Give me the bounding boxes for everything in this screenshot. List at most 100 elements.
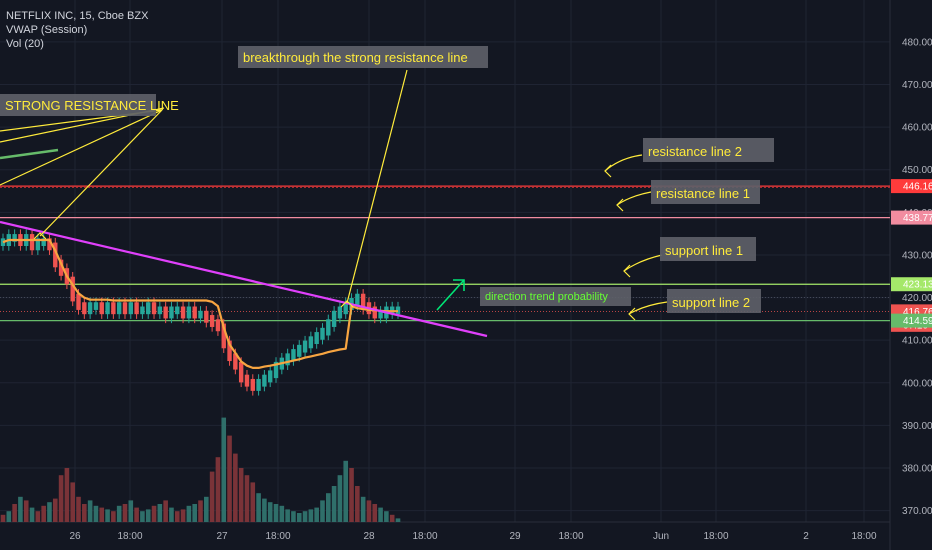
volume-bar <box>366 500 372 522</box>
volume-bar <box>384 511 389 522</box>
candle-body <box>302 340 308 353</box>
y-tick-label: 470.00 <box>902 80 932 91</box>
label-direction-trend-box <box>480 287 631 306</box>
candle-body <box>262 374 267 387</box>
volume-bar <box>267 502 273 522</box>
annotation-arrowhead <box>33 232 47 240</box>
volume-bar <box>308 509 314 522</box>
arrow-support-2-head <box>628 307 636 321</box>
label-support-1: support line 1 <box>665 243 743 258</box>
volume-bar <box>18 496 23 522</box>
volume-bar <box>215 457 221 522</box>
descending-trendline <box>0 220 488 338</box>
candle-body <box>320 327 325 340</box>
x-tick-label: 18:00 <box>703 531 728 542</box>
volume-bar <box>355 486 360 522</box>
volume-bar <box>325 493 331 522</box>
candle-body <box>163 306 168 319</box>
volume-bar <box>99 507 105 522</box>
candle-body <box>221 323 226 349</box>
candle-body <box>326 319 331 336</box>
volume-bar <box>372 504 378 522</box>
y-tick-label: 380.00 <box>902 464 932 475</box>
x-tick-label: 18:00 <box>851 531 876 542</box>
volume-bar <box>302 511 308 522</box>
volume-bar <box>395 518 401 522</box>
volume-bar <box>238 468 244 522</box>
x-tick-label: 18:00 <box>558 531 583 542</box>
volume-bar <box>337 475 343 522</box>
candle-body <box>175 306 180 315</box>
candle-body <box>99 302 104 315</box>
volume-bar <box>35 511 41 522</box>
candle-body <box>29 234 35 251</box>
label-strong-resistance-box <box>0 94 156 116</box>
candle-body <box>250 378 255 391</box>
volume-bar <box>76 496 81 522</box>
candle-body <box>134 302 139 315</box>
volume-bar <box>314 507 319 522</box>
volume-bar <box>285 509 290 522</box>
candle-body <box>140 306 145 315</box>
label-resistance-1: resistance line 1 <box>656 186 750 201</box>
candle-body <box>93 302 99 310</box>
volume-bar <box>134 507 139 522</box>
y-tick-label: 480.00 <box>902 37 932 48</box>
candle-body <box>82 302 87 315</box>
volume-bar <box>163 500 168 522</box>
symbol-line[interactable]: NETFLIX INC, 15, Cboe BZX <box>6 10 149 22</box>
price-tag-box <box>891 179 932 194</box>
candle-body <box>227 340 232 362</box>
label-support-2-box <box>667 289 761 313</box>
vwap-line <box>2 238 398 369</box>
volume-bar <box>227 435 232 522</box>
volume-bar <box>389 514 395 522</box>
volume-bar <box>58 475 64 522</box>
volume-bar <box>52 498 58 522</box>
candle-body <box>372 306 377 319</box>
price-tag-box <box>891 210 932 225</box>
direction-arrow <box>436 279 465 311</box>
candle-body <box>192 306 197 319</box>
candle-body <box>273 361 279 379</box>
label-support-2: support line 2 <box>672 295 750 310</box>
y-tick-label: 390.00 <box>902 421 932 432</box>
volume-bar <box>331 486 337 522</box>
volume-bar <box>47 502 52 522</box>
volume-bar <box>180 509 186 522</box>
volume-bar <box>116 505 122 522</box>
volume-bar <box>12 504 17 522</box>
volume-bar <box>145 509 151 522</box>
x-tick-label: 2 <box>803 531 809 542</box>
indicator-volume[interactable]: Vol (20) <box>6 38 44 50</box>
indicator-vwap[interactable]: VWAP (Session) <box>6 24 88 36</box>
arrow-resistance-1-head <box>616 198 624 212</box>
x-tick-label: 18:00 <box>265 531 290 542</box>
candle-body <box>215 319 221 332</box>
candle-body <box>128 302 133 315</box>
volume-bar <box>0 514 6 522</box>
volume-bar <box>169 507 174 522</box>
arrow-resistance-2-head <box>604 164 612 178</box>
label-resistance-1-box <box>651 180 760 204</box>
symbol-header: NETFLIX INC, 15, Cboe BZX VWAP (Session)… <box>6 9 148 51</box>
candle-body <box>41 238 46 247</box>
arrow-support-1 <box>623 254 663 272</box>
volume-bar <box>279 505 285 522</box>
annotation-pointer-line <box>0 109 163 186</box>
volume-bar <box>244 475 250 522</box>
volume-bar <box>233 453 238 522</box>
candle-body <box>198 310 203 319</box>
x-tick-label: 29 <box>509 531 521 542</box>
direction-arrowhead <box>453 279 465 291</box>
volume-bar <box>23 500 29 522</box>
volume-bar <box>128 500 134 522</box>
label-direction-trend: direction trend probability <box>485 291 608 303</box>
label-support-1-box <box>660 237 756 261</box>
volume-bar <box>198 500 203 522</box>
candle-body <box>35 238 41 251</box>
candle-body <box>146 302 151 315</box>
label-strong-resistance: STRONG RESISTANCE LINE <box>5 98 179 113</box>
volume-bar <box>250 482 256 522</box>
